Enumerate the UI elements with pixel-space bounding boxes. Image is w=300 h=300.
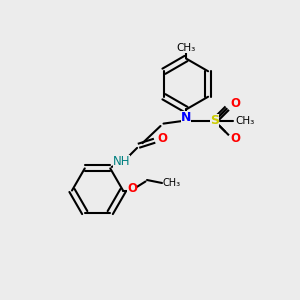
Text: O: O [127,182,137,196]
Text: O: O [157,131,167,145]
Text: CH₃: CH₃ [163,178,181,188]
Text: O: O [230,132,241,145]
Text: S: S [210,114,219,128]
Text: NH: NH [113,155,130,169]
Text: CH₃: CH₃ [236,116,255,126]
Text: CH₃: CH₃ [176,43,196,53]
Text: O: O [230,97,241,110]
Text: N: N [181,111,191,124]
